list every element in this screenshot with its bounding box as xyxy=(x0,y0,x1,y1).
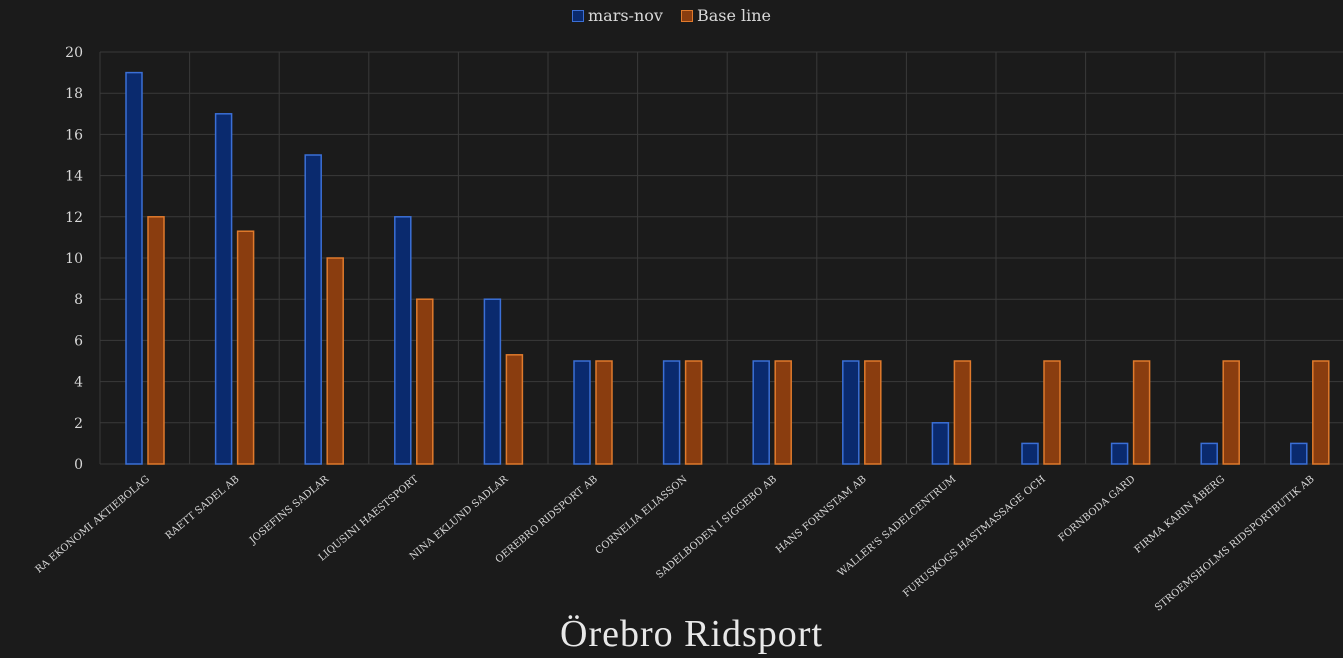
bar-series-1[interactable] xyxy=(483,298,502,465)
x-tick-label: JOSEFINS SADLAR xyxy=(247,474,331,547)
y-tick-label: 16 xyxy=(65,127,83,143)
chart-legend: mars-nov Base line xyxy=(0,6,1343,25)
bar-series-2[interactable] xyxy=(1043,360,1061,465)
x-tick-label: FURUSKOGS HASTMASSAGE OCH xyxy=(901,474,1048,600)
legend-item-series-2[interactable]: Base line xyxy=(680,6,772,25)
grid xyxy=(99,51,1343,465)
legend-swatch-series-1 xyxy=(571,9,584,22)
bar-series-1[interactable] xyxy=(1200,442,1218,465)
y-tick-label: 14 xyxy=(65,169,83,185)
y-tick-label: 20 xyxy=(65,45,83,61)
bar-series-2[interactable] xyxy=(1222,360,1240,465)
y-tick-label: 8 xyxy=(74,292,83,308)
bar-series-1[interactable] xyxy=(931,422,950,465)
legend-item-series-1[interactable]: mars-nov xyxy=(571,6,663,25)
bar-series-1[interactable] xyxy=(394,216,412,465)
x-tick-label: HANS FORNSTAM AB xyxy=(774,474,869,556)
y-tick-label: 4 xyxy=(74,375,83,391)
x-tick-label: OEREBRO RIDSPORT AB xyxy=(494,474,600,566)
bar-series-1[interactable] xyxy=(752,360,770,465)
bar-series-1[interactable] xyxy=(1290,442,1308,465)
bar-series-1[interactable] xyxy=(1021,442,1039,465)
bar-series-2[interactable] xyxy=(505,354,524,465)
bar-series-2[interactable] xyxy=(1132,360,1151,465)
x-axis-ticks: RA EKONOMI AKTIEBOLAG RAETT SADEL AB JOSEF… xyxy=(34,473,1317,614)
x-tick-label: CORNELIA ELIASSON xyxy=(594,474,690,557)
bar-series-2[interactable] xyxy=(1312,360,1330,465)
bar-series-2[interactable] xyxy=(864,360,882,465)
y-tick-label: 0 xyxy=(74,457,83,473)
x-tick-label: NINA EKLUND SADLAR xyxy=(408,474,511,563)
x-tick-label: RAETT SADEL AB xyxy=(164,474,242,542)
bar-series-2[interactable] xyxy=(416,298,434,465)
y-tick-label: 12 xyxy=(65,210,83,226)
bar-series-2[interactable] xyxy=(326,257,344,465)
legend-swatch-series-2 xyxy=(680,9,693,22)
bar-series-1[interactable] xyxy=(1110,442,1129,465)
bar-series-2[interactable] xyxy=(774,360,792,465)
bar-series-2[interactable] xyxy=(953,360,972,465)
bar-series-2[interactable] xyxy=(236,230,255,465)
bar-series-2[interactable] xyxy=(684,360,703,465)
bars xyxy=(125,71,1330,465)
bar-series-2[interactable] xyxy=(595,360,613,465)
legend-label-series-2: Base line xyxy=(696,6,772,25)
x-tick-label: STROEMSHOLMS RIDSPORTBUTIK AB xyxy=(1153,474,1317,614)
x-tick-label: RA EKONOMI AKTIEBOLAG xyxy=(34,474,152,576)
brand-logo: Örebro Ridsport xyxy=(560,613,824,655)
x-tick-label: FIRMA KARIN ÅBERG xyxy=(1132,473,1227,556)
y-axis-ticks: 0 2 4 6 8 10 12 14 16 18 20 xyxy=(65,45,83,473)
legend-label-series-1: mars-nov xyxy=(587,6,663,25)
bar-series-1[interactable] xyxy=(842,360,860,465)
bar-series-1[interactable] xyxy=(125,71,143,465)
bar-series-1[interactable] xyxy=(662,360,681,465)
x-tick-label: FORNBODA GARD xyxy=(1057,474,1138,544)
y-tick-label: 18 xyxy=(65,86,83,102)
y-tick-label: 2 xyxy=(74,416,83,432)
x-tick-label: LIQUSINI HAESTSPORT xyxy=(317,474,421,564)
bar-series-1[interactable] xyxy=(573,360,591,465)
bar-series-2[interactable] xyxy=(147,216,165,465)
bar-series-1[interactable] xyxy=(214,113,233,465)
y-tick-label: 10 xyxy=(65,251,83,267)
bar-series-1[interactable] xyxy=(304,154,322,465)
y-tick-label: 6 xyxy=(74,333,83,349)
